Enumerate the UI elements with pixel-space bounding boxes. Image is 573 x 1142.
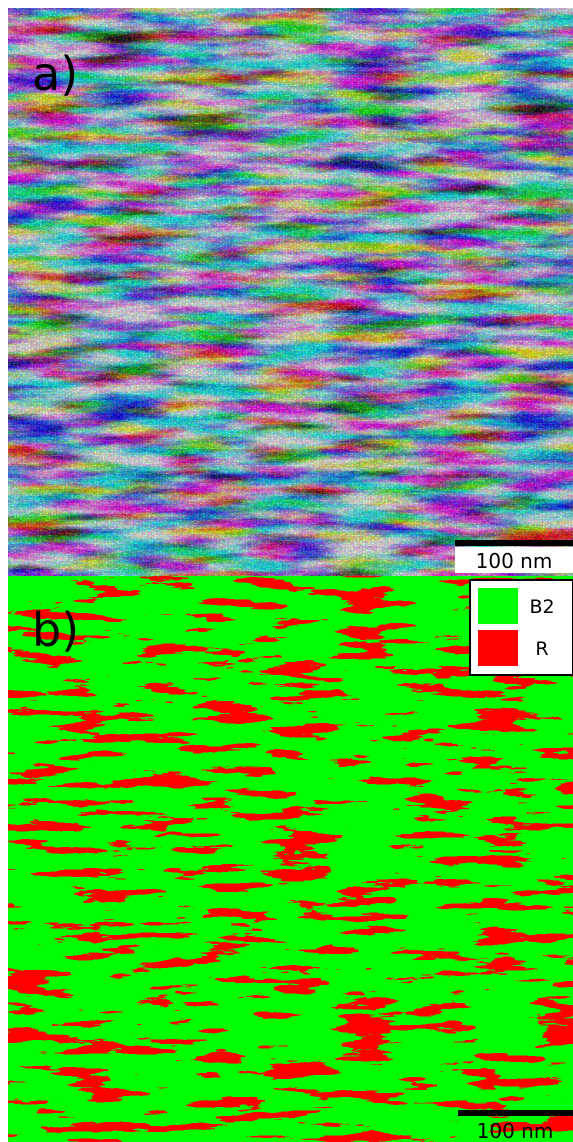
scale-bar bbox=[455, 540, 573, 546]
legend-swatch bbox=[478, 588, 518, 624]
legend: B2 R bbox=[470, 580, 573, 675]
panel-label: a) bbox=[32, 47, 78, 101]
panel-label: b) bbox=[32, 603, 79, 657]
legend-label: R bbox=[535, 638, 548, 660]
legend-label: B2 bbox=[529, 596, 554, 618]
scale-bar-label: 100 nm bbox=[477, 1119, 554, 1142]
scale-bar-label: 100 nm bbox=[476, 549, 553, 573]
legend-swatch bbox=[478, 630, 518, 666]
figure: a) b) 100 nm 100 nm B2 R bbox=[0, 0, 573, 1142]
orientation-map bbox=[8, 8, 573, 576]
scale-bar bbox=[458, 1110, 573, 1116]
